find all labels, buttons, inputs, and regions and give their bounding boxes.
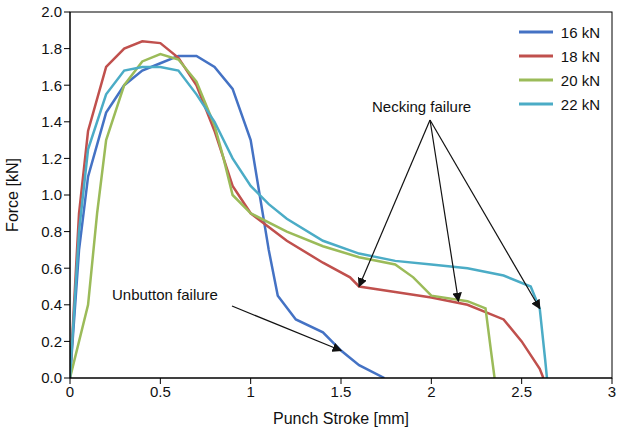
svg-text:2.5: 2.5 xyxy=(511,383,532,400)
svg-text:3: 3 xyxy=(608,383,616,400)
html-text:16 kN: 16 kN xyxy=(560,23,600,41)
svg-text:Punch Stroke [mm]: Punch Stroke [mm] xyxy=(273,410,409,427)
svg-text:2.0: 2.0 xyxy=(41,3,62,20)
svg-text:0.5: 0.5 xyxy=(150,383,171,400)
html-text:20 kN: 20 kN xyxy=(560,71,600,89)
svg-text:1.6: 1.6 xyxy=(41,77,62,94)
html-text:18 kN: 18 kN xyxy=(560,47,600,65)
svg-text:Necking failure: Necking failure xyxy=(372,98,471,115)
svg-text:1.8: 1.8 xyxy=(41,40,62,57)
svg-text:2: 2 xyxy=(427,383,435,400)
svg-text:1.4: 1.4 xyxy=(41,113,62,130)
svg-text:0.6: 0.6 xyxy=(41,260,62,277)
svg-text:1.2: 1.2 xyxy=(41,150,62,167)
svg-text:1: 1 xyxy=(246,383,254,400)
svg-text:0.8: 0.8 xyxy=(41,223,62,240)
svg-text:0.4: 0.4 xyxy=(41,296,62,313)
svg-text:Force [kN]: Force [kN] xyxy=(4,158,21,232)
svg-text:1.0: 1.0 xyxy=(41,186,62,203)
html-text:22 kN: 22 kN xyxy=(560,95,600,113)
svg-text:Unbutton failure: Unbutton failure xyxy=(112,286,218,303)
svg-text:0.2: 0.2 xyxy=(41,333,62,350)
svg-text:0.0: 0.0 xyxy=(41,369,62,386)
svg-text:0: 0 xyxy=(66,383,74,400)
svg-text:1.5: 1.5 xyxy=(331,383,352,400)
